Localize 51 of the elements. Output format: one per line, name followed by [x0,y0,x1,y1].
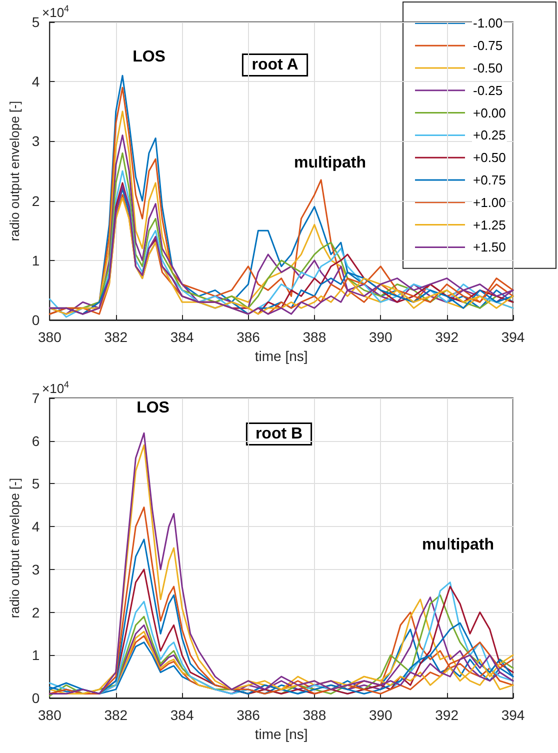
x-tick-label: 392 [435,707,459,723]
legend-label: +0.50 [473,150,506,166]
y-axis-title: radio output envelope [-] [7,478,22,618]
x-tick-label: 384 [170,707,194,723]
x-tick-label: 380 [38,707,62,723]
y-tick-label: 2 [32,192,40,209]
x-tick-label: 382 [104,329,128,345]
annotation: root B [255,426,303,442]
annotation: root A [252,56,299,74]
x-tick-label: 382 [104,707,128,723]
legend-label: -0.75 [473,38,503,54]
y-tick-label: 0 [32,690,40,706]
annotation: LOS [136,400,170,416]
y-tick-label: 3 [32,133,40,150]
x-tick-label: 386 [236,329,260,345]
y-tick-label: 5 [32,14,40,30]
x-tick-label: 384 [170,329,194,345]
x-tick-label: 390 [368,707,393,723]
y-tick-label: 1 [32,252,40,268]
y-tick-label: 3 [32,561,40,578]
x-tick-label: 386 [236,707,260,723]
legend-label: +0.25 [473,128,506,143]
legend-label: -1.00 [473,16,503,31]
y-tick-label: 4 [32,74,40,90]
y-tick-label: 7 [32,390,40,406]
y-tick-label: 0 [32,312,40,328]
y-tick-label: 4 [32,518,40,535]
y-axis-title: radio output envelope [-] [7,100,22,242]
legend-label: +1.00 [473,194,506,210]
y-tick-label: 5 [32,476,40,492]
annotation: LOS [132,48,166,66]
x-tick-label: 394 [501,329,525,345]
x-tick-label: 380 [38,329,62,345]
legend-label: +0.75 [473,172,506,188]
legend-label: +1.50 [473,240,506,255]
x-tick-label: 394 [501,707,525,723]
legend-label: +1.25 [473,217,506,232]
legend-label: -0.25 [473,82,503,98]
legend-label: -0.50 [473,60,503,76]
x-axis-title: time [ns] [254,348,308,364]
y-tick-label: 1 [32,647,40,664]
annotation: multipath [294,154,366,172]
x-axis-title: time [ns] [254,726,308,742]
x-tick-label: 388 [302,329,326,345]
y-tick-label: 2 [32,604,40,620]
x-tick-label: 392 [435,329,459,345]
annotation: multipath [422,536,494,554]
x-tick-label: 388 [302,707,326,723]
legend-label: +0.00 [473,105,506,120]
y-tick-label: 6 [32,432,40,449]
x-tick-label: 390 [368,329,393,345]
